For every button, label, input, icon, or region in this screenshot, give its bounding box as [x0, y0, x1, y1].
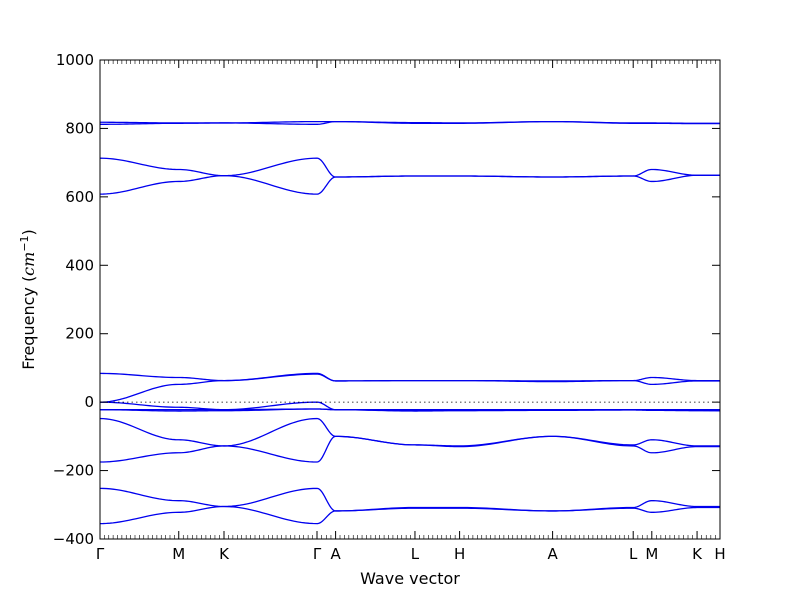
- band-line-4: [99, 417, 720, 447]
- band-line-9: [99, 372, 720, 382]
- y-axis-ticks: −400 −200 0 200 400 600 800 1000: [53, 51, 720, 548]
- band-line-10: [99, 174, 720, 195]
- x-tick-label: A: [330, 545, 341, 563]
- x-tick-label: Γ: [96, 545, 105, 563]
- band-line-2: [99, 487, 720, 512]
- x-tick-label: Γ: [313, 545, 322, 563]
- x-tick-label: L: [629, 545, 638, 563]
- y-tick-label: 1000: [56, 51, 94, 69]
- x-tick-label: H: [454, 545, 465, 563]
- x-tick-label: K: [219, 545, 230, 563]
- x-tick-label: A: [547, 545, 558, 563]
- band-line-11: [99, 157, 720, 178]
- y-tick-label: 0: [84, 393, 94, 411]
- minor-ticks: [104, 60, 716, 539]
- band-line-1: [99, 505, 720, 525]
- plot-frame: [99, 59, 721, 540]
- x-tick-label: H: [714, 545, 725, 563]
- band-lines: [99, 120, 721, 525]
- x-tick-label: L: [411, 545, 420, 563]
- band-line-13: [100, 120, 720, 124]
- x-axis-label: Wave vector: [360, 569, 460, 588]
- x-tick-label: M: [645, 545, 658, 563]
- y-tick-label: −400: [53, 530, 94, 548]
- y-tick-label: −200: [53, 462, 94, 480]
- x-tick-label: K: [692, 545, 703, 563]
- band-line-7: [99, 401, 721, 412]
- x-tick-label: M: [172, 545, 185, 563]
- y-tick-label: 200: [65, 325, 94, 343]
- y-tick-label: 800: [65, 119, 94, 137]
- y-tick-label: 600: [65, 188, 94, 206]
- band-line-3: [99, 435, 720, 463]
- y-axis-label: Frequency (cm−1): [18, 229, 38, 370]
- y-tick-label: 400: [65, 256, 94, 274]
